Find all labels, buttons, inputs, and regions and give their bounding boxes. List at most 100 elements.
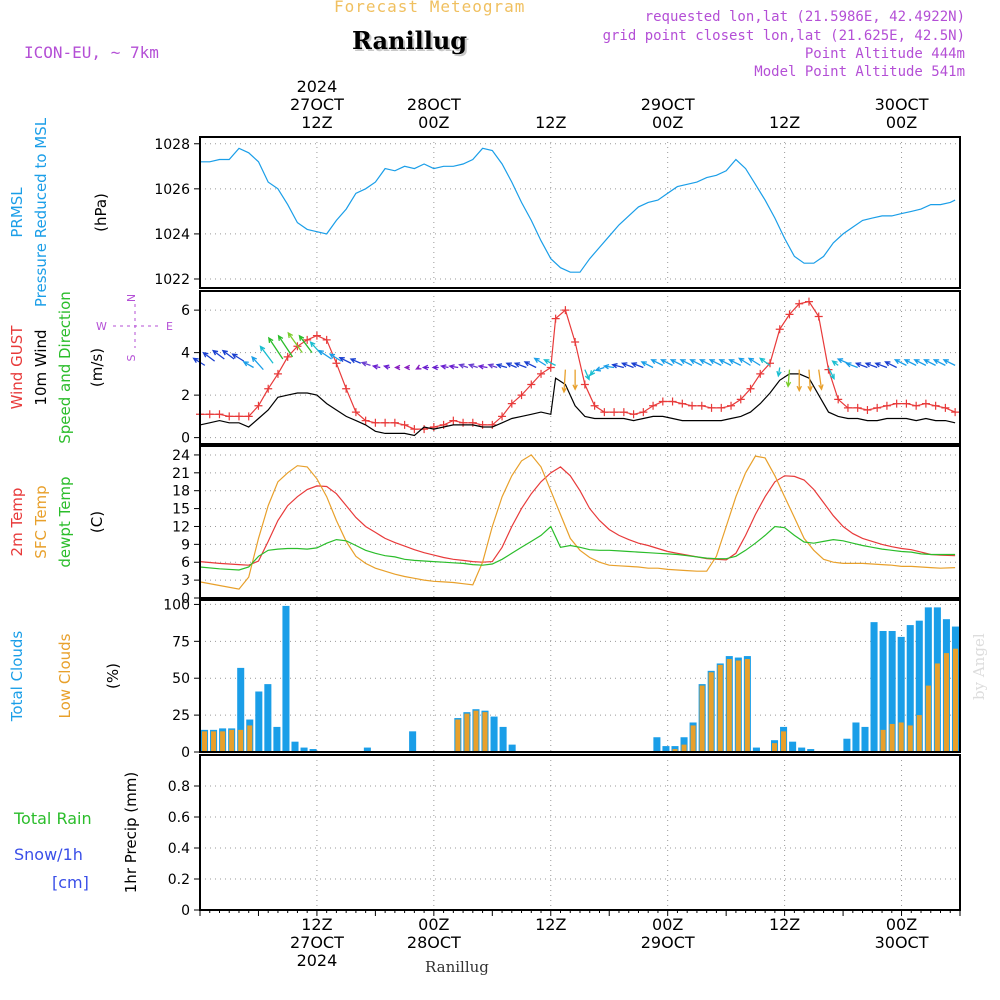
wind-arrow [242,361,254,369]
wind-arrow [533,357,547,366]
gridpoint-coords: grid point closest lon,lat (21.625E, 42.… [602,28,965,44]
wind-arrow [572,369,578,391]
total-cloud-bar [798,747,806,752]
wind-arrow [602,363,615,370]
time-label-bottom: 12Z [769,915,800,934]
total-cloud-bar [888,630,896,752]
y-tick-label: 0.2 [168,872,190,888]
wind-arrow [776,367,782,378]
gust-marker [571,338,580,346]
product-title: Forecast Meteogram [334,0,526,16]
wind-arrow [611,363,625,369]
y-tick-label: 6 [181,555,190,571]
wind-arrow [439,364,449,370]
gust-marker [775,325,784,334]
wind-arrow [287,331,303,354]
gust-marker [527,380,536,389]
low-cloud-bar [907,725,913,752]
gust-marker [546,363,555,372]
wind-arrow [487,363,498,369]
wind-arrow [211,349,225,360]
wind-arrow [747,357,761,366]
time-label-bottom: 28OCT [407,933,461,952]
wind-arrow [708,359,722,366]
gust-marker [342,384,351,393]
gust-marker [283,352,292,361]
precip-legend-label: Snow/1h [14,845,83,864]
wind-arrow [594,366,605,372]
wind-arrow [836,358,849,364]
wind-arrow [421,364,429,371]
y-tick-label: 75 [172,634,190,650]
wind-arrow [477,364,488,370]
y-tick-label: 0.6 [168,810,190,826]
low-cloud-bar [247,725,253,752]
gust-marker [785,310,794,319]
total-cloud-bar [662,746,670,752]
total-cloud-bar [924,607,932,752]
total-cloud-bar [237,667,245,752]
wind-arrow [589,369,596,377]
wind-arrow [349,358,362,364]
wind-arrow [738,357,751,366]
wind-arrow [259,345,274,364]
gust-marker [727,401,736,410]
wind-arrow [728,359,742,366]
total-cloud-bar [807,749,815,752]
time-label-bottom: 29OCT [641,933,695,952]
wind-arrow [221,349,235,360]
gust-marker [688,401,697,410]
wind-arrow [317,349,332,360]
y-tick-label: 9 [181,537,190,553]
gust-marker [736,395,745,404]
gust-marker [658,397,667,406]
gust-marker [264,384,273,393]
y-tick-label: 24 [172,448,190,464]
low-cloud-bar [943,653,949,752]
low-cloud-bar [672,749,678,752]
y-tick-label: 100 [163,597,190,613]
total-cloud-bar [906,625,914,752]
time-label-top: 12Z [769,113,800,132]
footer-location: Ranillug [425,958,489,976]
low-cloud-bar [916,715,922,752]
low-cloud-bar [744,659,750,752]
total-cloud-bar [653,737,661,752]
gust-marker [459,418,468,427]
wind-arrow [543,359,556,366]
gust-marker [795,299,804,308]
y-axis-label: (m/s) [88,348,106,387]
gust-marker [853,403,862,412]
series-line [200,300,956,430]
low-cloud-bar [772,743,778,752]
total-cloud-bar [852,722,860,752]
time-label-bottom: 00Z [418,915,449,934]
gust-marker [381,418,390,427]
gust-marker [814,312,823,321]
gust-marker [697,401,706,410]
total-cloud-bar [897,636,905,752]
wind-arrow [382,364,391,370]
y-tick-label: 0 [181,745,190,761]
wind-arrow [403,364,411,371]
wind-arrow [785,369,792,388]
y-axis-label: (C) [88,511,106,533]
time-label-bottom: 27OCT [290,933,344,952]
gust-marker [390,418,399,427]
gust-marker [322,335,331,344]
total-cloud-bar [508,744,516,752]
time-label-top: 00Z [652,113,683,132]
total-cloud-bar [282,605,290,752]
low-cloud-bar [690,725,696,752]
gust-marker [205,410,214,419]
wind-arrow [630,362,644,369]
gust-marker [639,408,648,417]
wind-arrow [523,361,537,369]
gust-marker [717,403,726,412]
wind-arrow [448,364,459,370]
series-line [199,466,956,566]
wind-arrow [251,355,264,371]
gust-marker [244,412,253,421]
low-cloud-bar [708,672,714,752]
